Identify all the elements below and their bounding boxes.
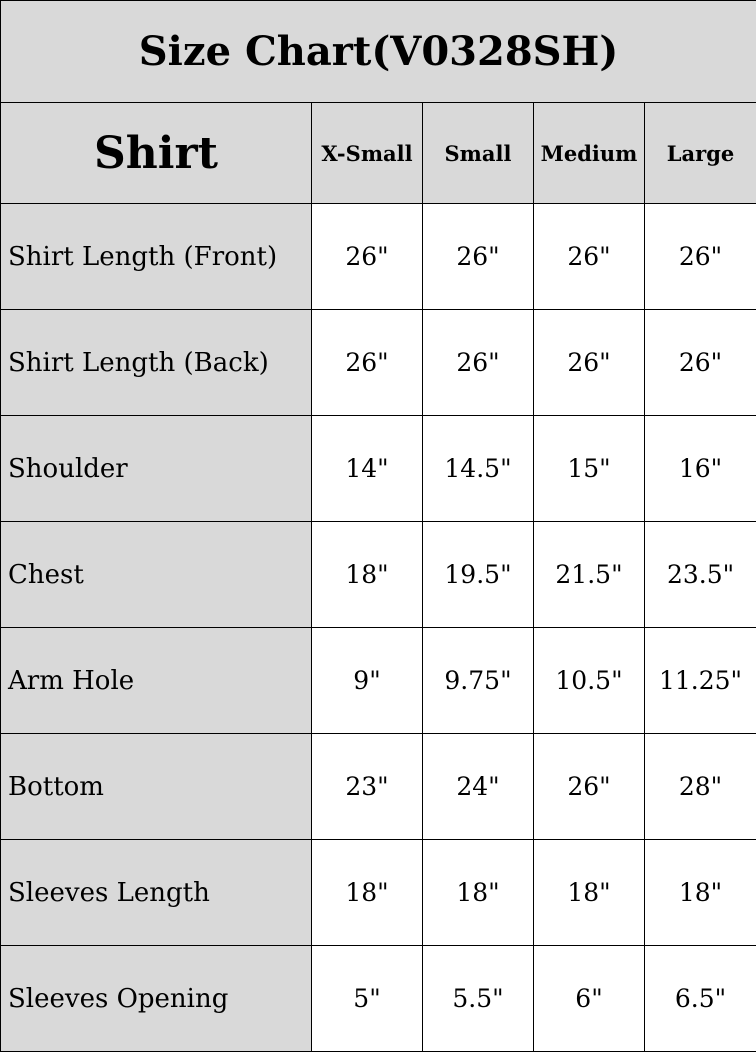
measurement-cell: 26": [311, 309, 423, 416]
measurement-cell: 26": [422, 203, 534, 310]
measurement-cell: 10.5": [533, 627, 645, 734]
measurement-cell: 18": [422, 839, 534, 946]
header-garment: Shirt: [0, 102, 312, 204]
measurement-cell: 18": [533, 839, 645, 946]
header-size: Large: [643, 102, 756, 204]
measurement-cell: 9": [311, 627, 423, 734]
measurement-cell: 6.5": [643, 945, 756, 1052]
row-label: Shirt Length (Back): [0, 309, 312, 416]
measurement-cell: 18": [643, 839, 756, 946]
table-row: Shirt Length (Front) 26" 26" 26" 26": [0, 203, 756, 310]
header-row: Shirt X-Small Small Medium Large: [0, 102, 756, 204]
measurement-cell: 26": [533, 733, 645, 840]
row-label: Sleeves Opening: [0, 945, 312, 1052]
measurement-cell: 24": [422, 733, 534, 840]
table-row: Chest 18" 19.5" 21.5" 23.5": [0, 521, 756, 628]
row-label: Arm Hole: [0, 627, 312, 734]
header-size: X-Small: [311, 102, 423, 204]
row-label: Shoulder: [0, 415, 312, 522]
measurement-cell: 14.5": [422, 415, 534, 522]
measurement-cell: 26": [311, 203, 423, 310]
table-row: Sleeves Opening 5" 5.5" 6" 6.5": [0, 945, 756, 1052]
measurement-cell: 26": [533, 309, 645, 416]
measurement-cell: 11.25": [643, 627, 756, 734]
measurement-cell: 28": [643, 733, 756, 840]
table-row: Shirt Length (Back) 26" 26" 26" 26": [0, 309, 756, 416]
row-label: Chest: [0, 521, 312, 628]
table-row: Sleeves Length 18" 18" 18" 18": [0, 839, 756, 946]
table-row: Shoulder 14" 14.5" 15" 16": [0, 415, 756, 522]
row-label: Bottom: [0, 733, 312, 840]
measurement-cell: 26": [533, 203, 645, 310]
header-size: Small: [422, 102, 534, 204]
measurement-cell: 6": [533, 945, 645, 1052]
measurement-cell: 5": [311, 945, 423, 1052]
measurement-cell: 26": [643, 203, 756, 310]
measurement-cell: 26": [643, 309, 756, 416]
measurement-cell: 18": [311, 521, 423, 628]
measurement-cell: 9.75": [422, 627, 534, 734]
row-label: Shirt Length (Front): [0, 203, 312, 310]
table-row: Bottom 23" 24" 26" 28": [0, 733, 756, 840]
header-size: Medium: [533, 102, 645, 204]
measurement-cell: 26": [422, 309, 534, 416]
measurement-cell: 23.5": [643, 521, 756, 628]
measurement-cell: 15": [533, 415, 645, 522]
measurement-cell: 16": [643, 415, 756, 522]
table-row: Arm Hole 9" 9.75" 10.5" 11.25": [0, 627, 756, 734]
measurement-cell: 19.5": [422, 521, 534, 628]
measurement-cell: 23": [311, 733, 423, 840]
measurement-cell: 14": [311, 415, 423, 522]
measurement-cell: 21.5": [533, 521, 645, 628]
measurement-cell: 18": [311, 839, 423, 946]
measurement-cell: 5.5": [422, 945, 534, 1052]
row-label: Sleeves Length: [0, 839, 312, 946]
chart-title: Size Chart(V0328SH): [0, 0, 756, 103]
